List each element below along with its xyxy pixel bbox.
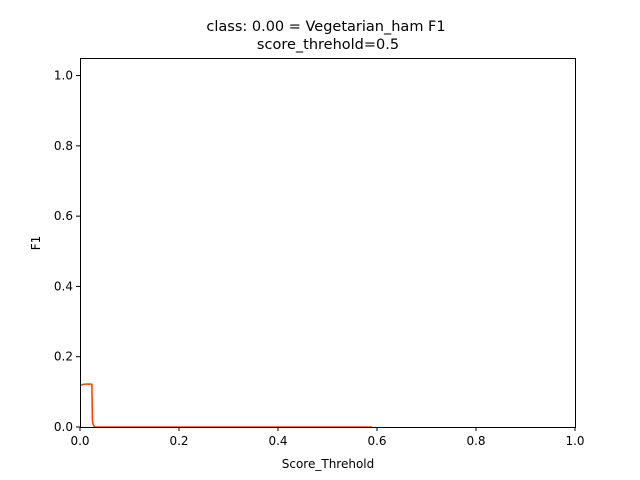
y-axis-label: F1 [29, 236, 43, 251]
y-tick-label: 0.8 [54, 139, 73, 153]
y-tick-label: 0.4 [54, 279, 73, 293]
x-tick-label: 0.4 [268, 434, 287, 448]
x-tick-label: 0.2 [169, 434, 188, 448]
x-tick-label: 1.0 [565, 434, 584, 448]
y-tick-label: 0.2 [54, 350, 73, 364]
y-axis-ticks: 0.0 0.2 0.4 0.6 0.8 1.0 [54, 69, 80, 434]
y-tick-label: 0.6 [54, 209, 73, 223]
x-axis-ticks: 0.0 0.2 0.4 0.6 0.8 1.0 [70, 427, 585, 448]
chart-title: class: 0.00 = Vegetarian_ham F1 [206, 19, 445, 35]
plot-frame [80, 58, 576, 428]
x-tick-label: 0.6 [367, 434, 386, 448]
y-tick-label: 1.0 [54, 69, 73, 83]
x-axis-label: Score_Threhold [282, 457, 375, 471]
y-tick-label: 0.0 [54, 420, 73, 434]
x-tick-label: 0.0 [70, 434, 89, 448]
x-tick-label: 0.8 [466, 434, 485, 448]
chart-subtitle: score_threhold=0.5 [257, 37, 399, 53]
